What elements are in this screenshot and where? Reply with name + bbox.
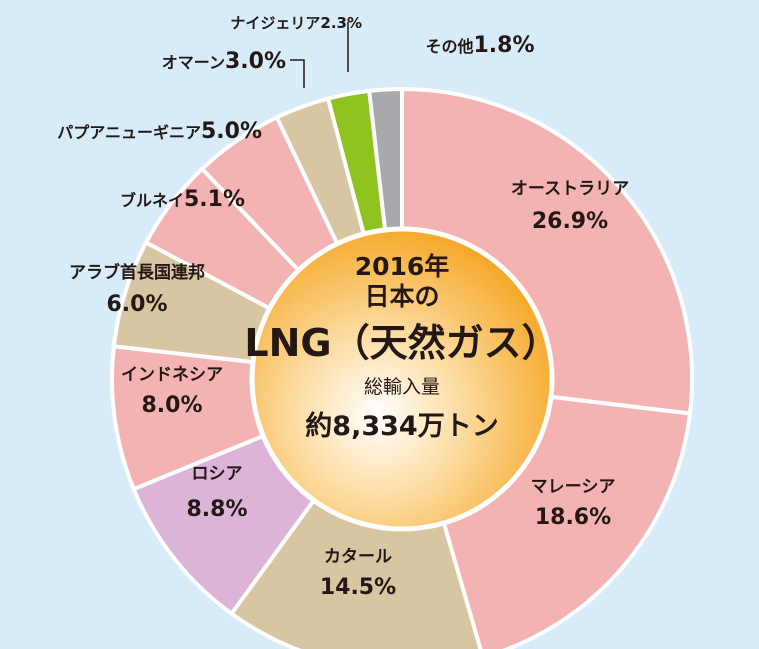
slice-label-0: オーストラリア (511, 179, 629, 199)
center-title: LNG（天然ガス） (244, 321, 559, 365)
slice-label-4: インドネシア (121, 365, 223, 385)
slice-value-0: 26.9% (532, 209, 608, 234)
slice-value-4: 8.0% (141, 393, 202, 418)
slice-value-10: 1.8% (474, 33, 535, 58)
slice-label-6: ブルネイ5.1% (120, 187, 245, 212)
slice-label-5: アラブ首長国連邦 (69, 262, 205, 283)
slice-labels: オーストラリア 26.9% マレーシア 18.6% カタール 14.5% ロシア 8.8% イン… (57, 14, 629, 600)
slice-value-2: 14.5% (320, 575, 396, 600)
center-text: 2016年 日本の LNG（天然ガス） 総輸入量 約8,334万トン (244, 252, 559, 442)
center-subject: 日本の (364, 282, 439, 311)
slice-label-3: ロシア (192, 464, 243, 484)
donut-center-hole (249, 226, 555, 532)
center-metric: 総輸入量 (364, 376, 440, 398)
slice-value-1: 18.6% (535, 505, 611, 530)
leader-line-8 (290, 59, 305, 88)
center-total: 約8,334万トン (305, 410, 498, 442)
leader-lines (290, 22, 349, 88)
center-year: 2016年 (355, 252, 450, 281)
slice-label-7: パプアニューギニア5.0% (57, 119, 262, 144)
slice-value-8: 3.0% (225, 49, 286, 74)
slice-value-3: 8.8% (186, 497, 247, 522)
slice-value-5: 6.0% (106, 292, 167, 317)
slice-label-1: マレーシア (531, 477, 616, 497)
slice-value-6: 5.1% (184, 187, 245, 212)
slice-label-9: ナイジェリア2.3% (230, 14, 362, 32)
slice-label-10: その他1.8% (425, 33, 534, 58)
slice-value-7: 5.0% (201, 119, 262, 144)
slice-value-9: 2.3% (320, 14, 362, 32)
slice-label-2: カタール (324, 547, 392, 567)
slice-label-8: オマーン3.0% (162, 49, 286, 74)
